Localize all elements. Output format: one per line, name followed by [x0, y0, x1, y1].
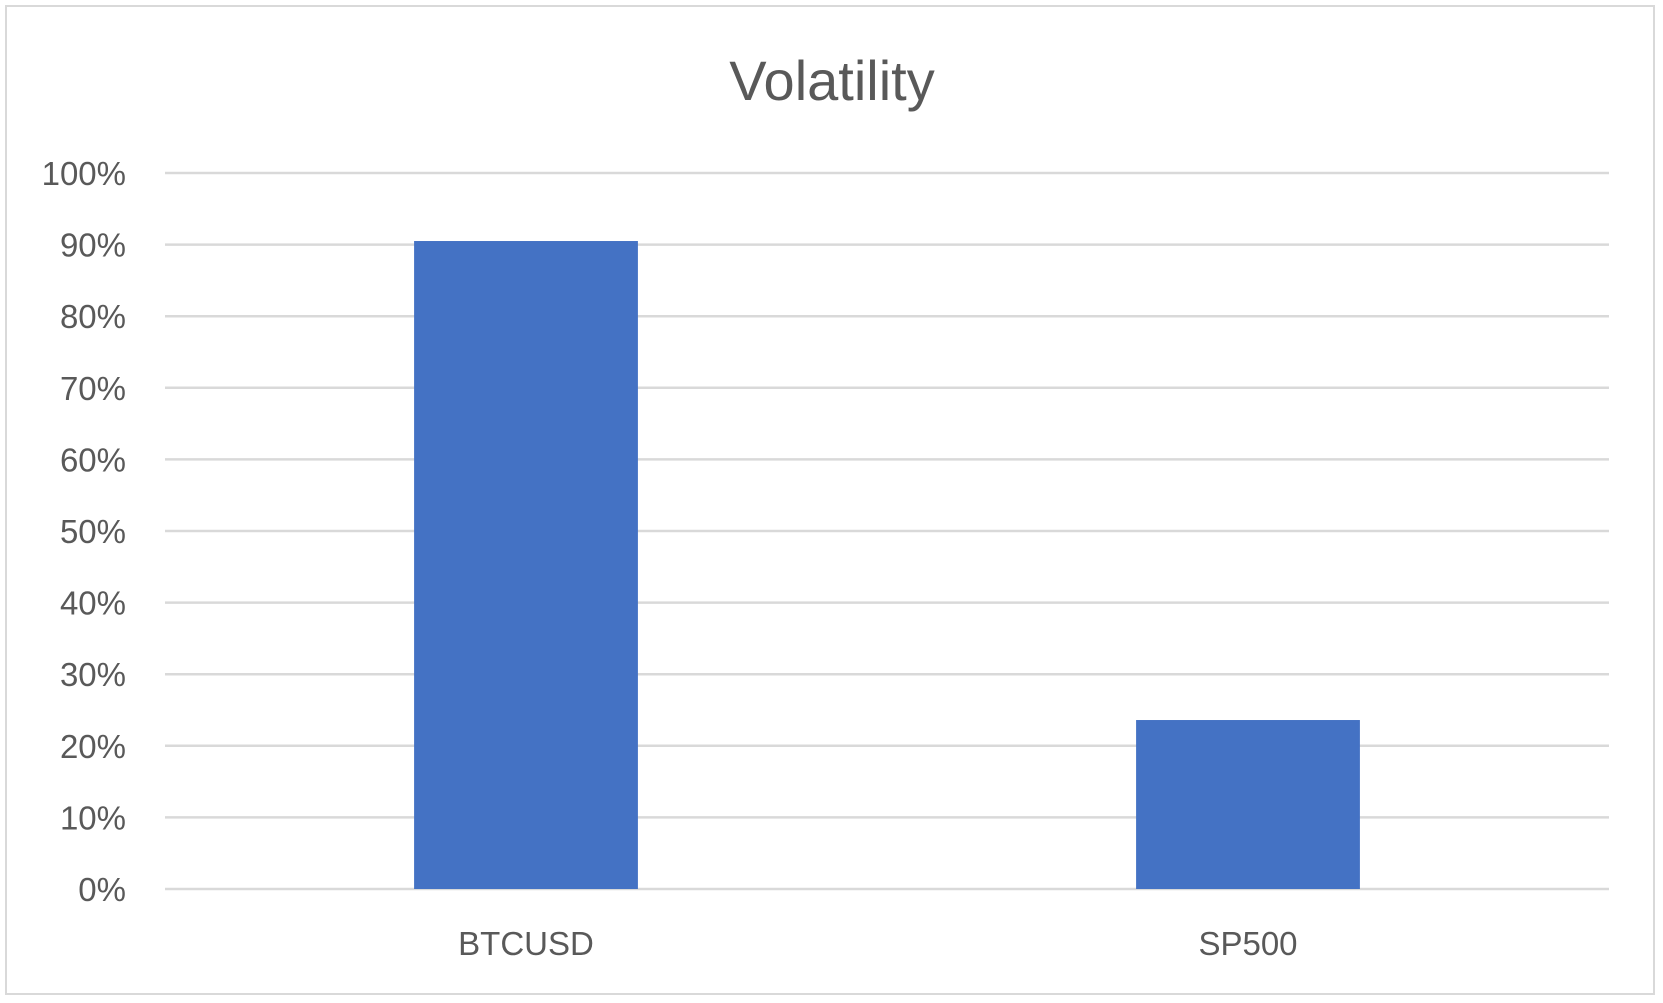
y-tick-label: 10% — [60, 799, 126, 836]
chart-frame — [5, 5, 1655, 995]
y-tick-label: 40% — [60, 585, 126, 622]
y-tick-label: 20% — [60, 728, 126, 765]
bar-btcusd — [414, 241, 638, 889]
x-tick-label: BTCUSD — [458, 925, 594, 962]
y-tick-label: 90% — [60, 227, 126, 264]
y-axis-ticks: 0% 10% 20% 30% 40% 50% 60% 70% 80% 90% 100% — [42, 155, 126, 908]
y-tick-label: 60% — [60, 441, 126, 478]
bars — [414, 241, 1360, 889]
x-tick-label: SP500 — [1198, 925, 1297, 962]
y-tick-label: 50% — [60, 513, 126, 550]
y-tick-label: 80% — [60, 298, 126, 335]
y-tick-label: 30% — [60, 656, 126, 693]
gridlines — [165, 171, 1609, 891]
chart-title: Volatility — [729, 49, 934, 112]
y-tick-label: 0% — [78, 871, 126, 908]
y-tick-label: 100% — [42, 155, 126, 192]
y-tick-label: 70% — [60, 370, 126, 407]
bar-sp500 — [1136, 720, 1360, 889]
x-axis-labels: BTCUSD SP500 — [458, 925, 1297, 962]
